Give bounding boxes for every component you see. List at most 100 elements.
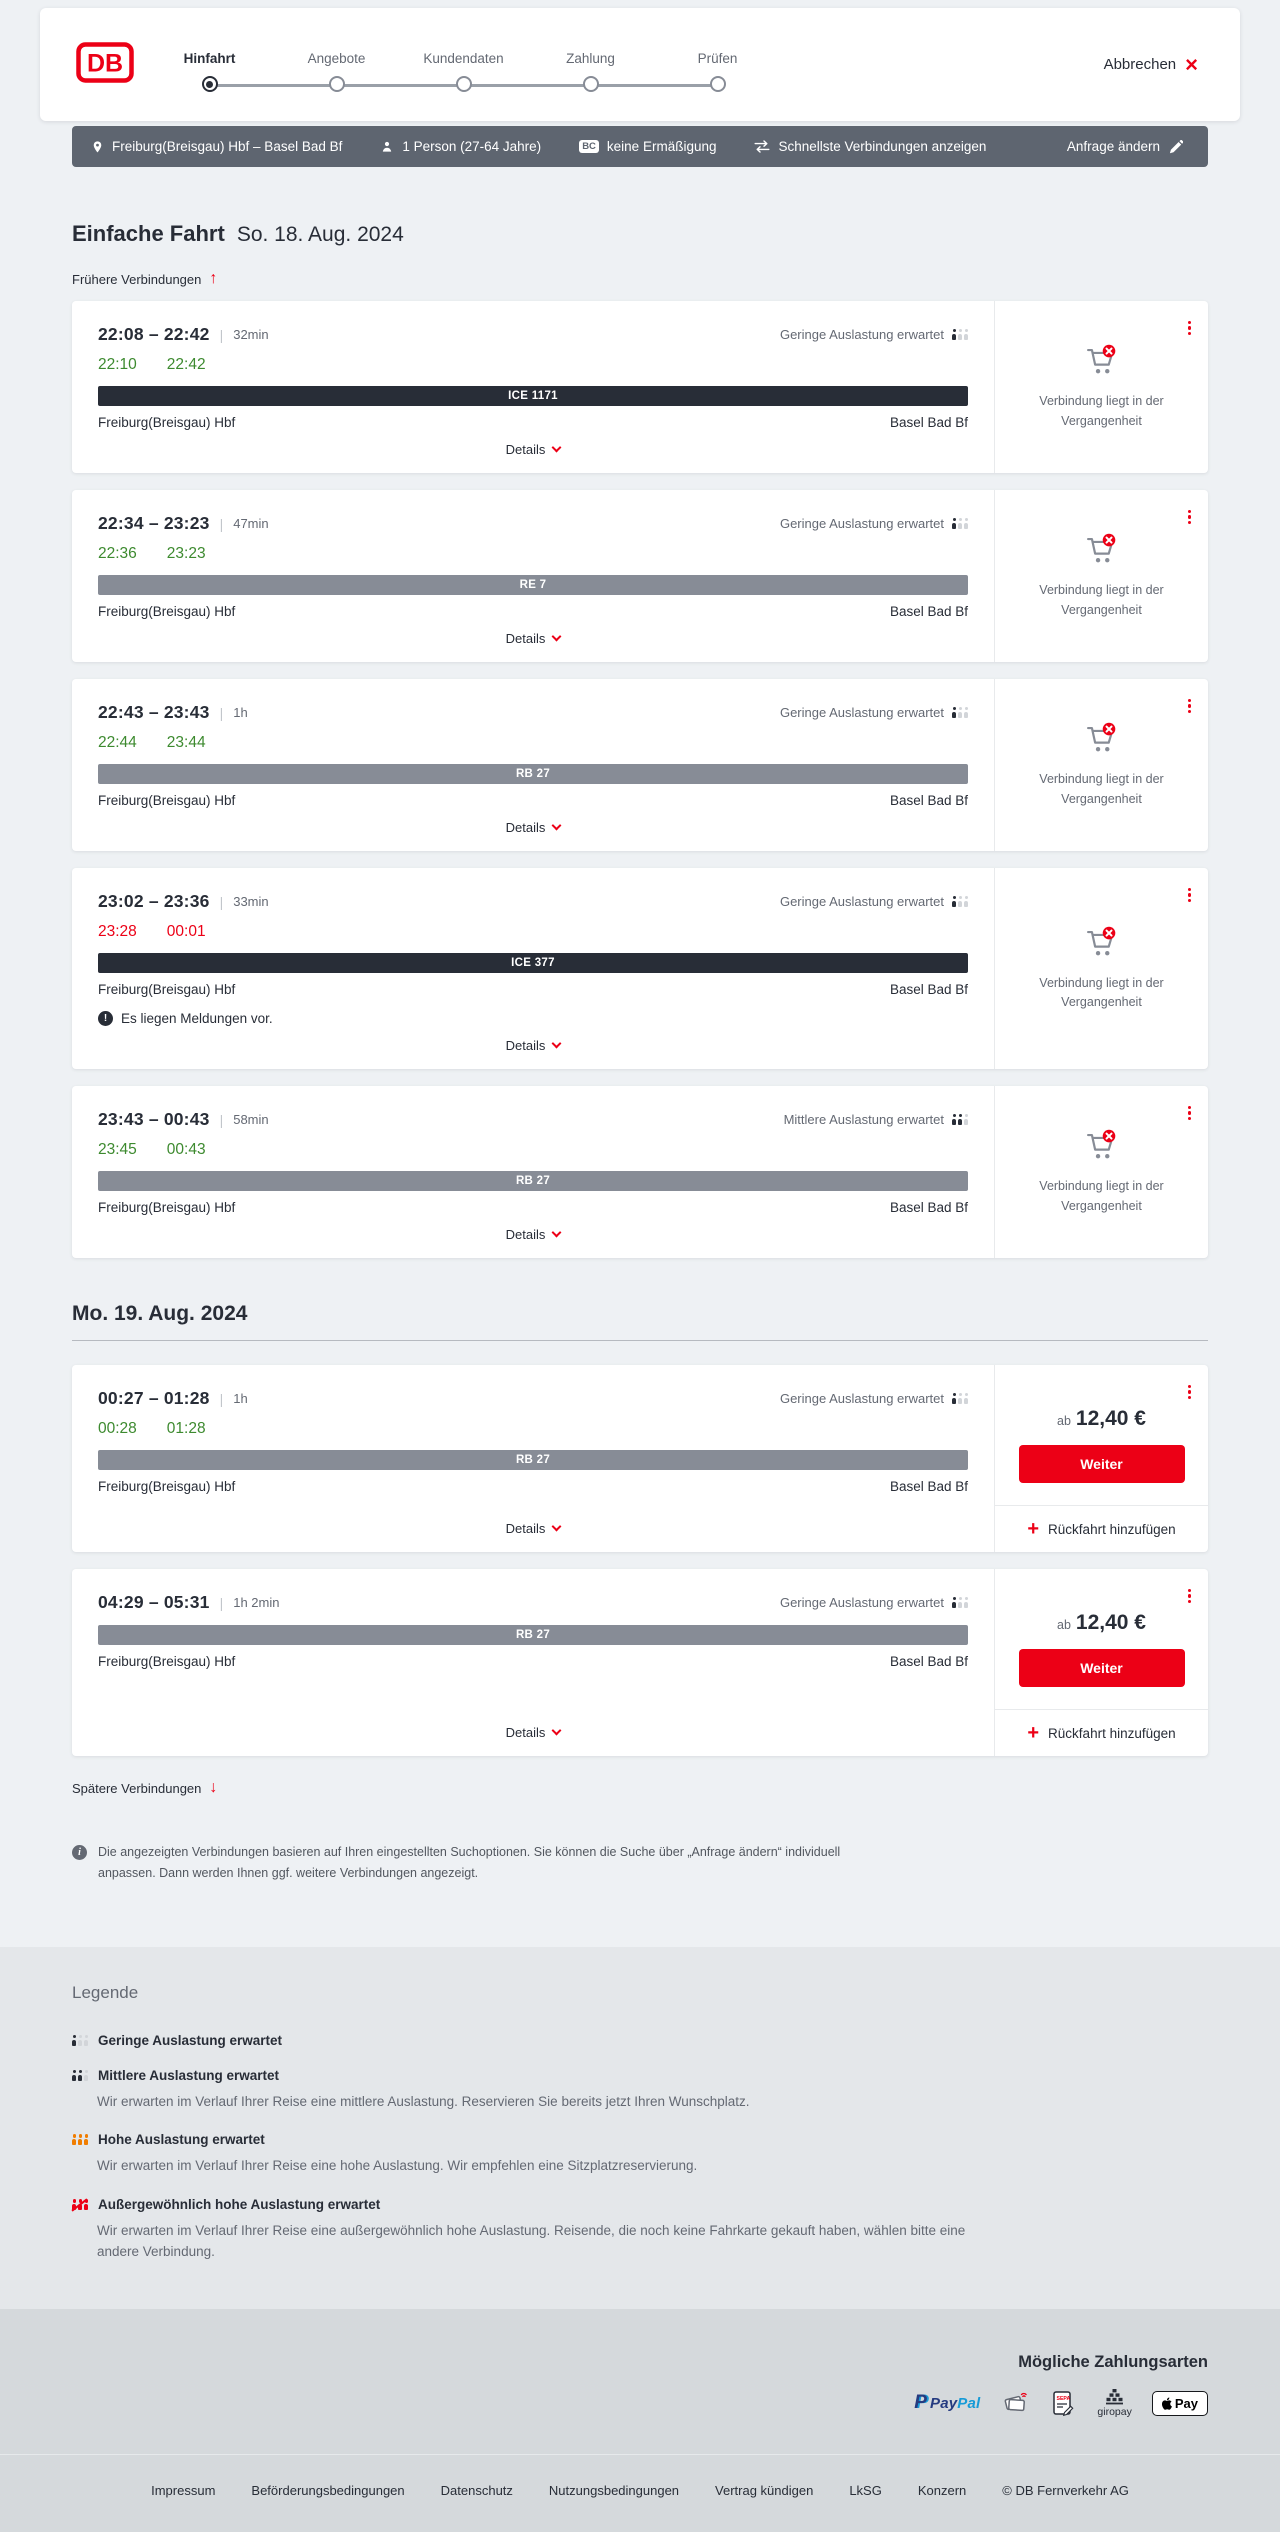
- connection-main: 22:08 – 22:42 | 32min Geringe Auslastung…: [72, 301, 994, 473]
- train-segment-bar: RB 27: [98, 1625, 968, 1645]
- options-menu-button[interactable]: [1184, 1378, 1195, 1406]
- details-toggle[interactable]: Details: [502, 1026, 565, 1059]
- step-dot: [709, 76, 726, 92]
- footer-link[interactable]: Beförderungsbedingungen: [251, 2483, 405, 2499]
- earlier-connections-link[interactable]: Frühere Verbindungen ↑: [72, 271, 217, 287]
- details-toggle[interactable]: Details: [502, 808, 565, 841]
- message-row: ! Es liegen Meldungen vor.: [98, 1011, 968, 1026]
- footer-link[interactable]: Konzern: [917, 2483, 967, 2499]
- chevron-down-icon: [551, 1227, 562, 1238]
- page-footer: Mögliche Zahlungsarten P PayPal SEPA: [0, 2309, 1280, 2532]
- train-label: RB 27: [515, 1454, 551, 1466]
- past-note: Verbindung liegt in der Vergangenheit: [1039, 1179, 1164, 1213]
- occupancy-indicator: Geringe Auslastung erwartet: [780, 1391, 968, 1406]
- arrow-up-icon: ↑: [209, 270, 218, 287]
- options-menu-button[interactable]: [1184, 314, 1195, 342]
- details-toggle[interactable]: Details: [502, 619, 565, 652]
- legend-title: Legende: [72, 1982, 139, 2002]
- options-menu-button[interactable]: [1184, 1099, 1195, 1127]
- footer-link[interactable]: Datenschutz: [440, 2483, 513, 2499]
- svg-text:DB: DB: [87, 49, 123, 77]
- connection-time-range: 22:43 – 23:43: [98, 702, 210, 722]
- train-label: RB 27: [515, 1629, 551, 1641]
- chevron-down-icon: [551, 1521, 562, 1532]
- payment-methods-title: Mögliche Zahlungsarten: [1018, 2353, 1208, 2372]
- footer-link[interactable]: LkSG: [849, 2483, 882, 2499]
- details-toggle[interactable]: Details: [502, 430, 565, 463]
- step-dot: [582, 76, 599, 92]
- details-label: Details: [505, 442, 546, 457]
- connection-time-range: 22:34 – 23:23: [98, 513, 210, 533]
- options-menu-button[interactable]: [1184, 503, 1195, 531]
- change-request-button[interactable]: Anfrage ändern: [1061, 138, 1189, 155]
- connection-card: 22:08 – 22:42 | 32min Geringe Auslastung…: [72, 301, 1208, 473]
- details-toggle[interactable]: Details: [502, 1713, 565, 1746]
- realtime-departure: 22:10: [98, 356, 137, 373]
- occupancy-icon: [952, 1114, 968, 1125]
- price-value: 12,40 €: [1075, 1407, 1146, 1430]
- stations-row: Freiburg(Breisgau) Hbf Basel Bad Bf: [98, 604, 968, 619]
- compare-arrows-icon: [754, 140, 770, 153]
- step-zahlung[interactable]: Zahlung: [527, 51, 654, 92]
- stations-row: Freiburg(Breisgau) Hbf Basel Bad Bf: [98, 793, 968, 808]
- person-icon: [383, 141, 392, 152]
- past-connection-info: Verbindung liegt in der Vergangenheit: [995, 1086, 1208, 1258]
- past-connection-info: Verbindung liegt in der Vergangenheit: [995, 679, 1208, 851]
- step-kundendaten[interactable]: Kundendaten: [400, 51, 527, 92]
- train-label: ICE 1171: [508, 390, 558, 402]
- stations-row: Freiburg(Breisgau) Hbf Basel Bad Bf: [98, 1200, 968, 1215]
- step-angebote[interactable]: Angebote: [273, 51, 400, 92]
- train-segment-bar: RB 27: [98, 1171, 968, 1191]
- connections-day1: 22:08 – 22:42 | 32min Geringe Auslastung…: [72, 301, 1208, 1258]
- later-connections-link[interactable]: Spätere Verbindungen ↓: [72, 1780, 217, 1796]
- past-connection-info: Verbindung liegt in der Vergangenheit: [995, 490, 1208, 662]
- details-toggle[interactable]: Details: [502, 1509, 565, 1542]
- price-prefix: ab: [1057, 1618, 1071, 1632]
- options-menu-button[interactable]: [1184, 692, 1195, 720]
- info-icon: i: [72, 1845, 87, 1860]
- footer-link[interactable]: Nutzungsbedingungen: [548, 2483, 680, 2499]
- connection-duration: 1h: [233, 1391, 248, 1406]
- connection-duration: 32min: [233, 327, 269, 342]
- continue-button[interactable]: Weiter: [1018, 1649, 1185, 1687]
- step-hinfahrt[interactable]: Hinfahrt: [146, 51, 273, 92]
- connection-duration: 47min: [233, 516, 269, 531]
- add-return-button[interactable]: + Rückfahrt hinzufügen: [1021, 1710, 1181, 1756]
- departure-station: Freiburg(Breisgau) Hbf: [98, 415, 236, 430]
- price-line: ab 12,40 €: [1057, 1611, 1146, 1635]
- footer-link[interactable]: Impressum: [151, 2483, 216, 2499]
- cancel-button[interactable]: Abbrechen ×: [1098, 53, 1204, 77]
- db-logo[interactable]: DB: [76, 41, 134, 88]
- step-dot: [455, 76, 472, 92]
- continue-button[interactable]: Weiter: [1018, 1445, 1185, 1483]
- train-segment-bar: ICE 1171: [98, 386, 968, 406]
- side-divider: [995, 1709, 1208, 1710]
- price-panel: ab 12,40 € Weiter + Rückfahrt hinzufügen: [995, 1365, 1208, 1552]
- passenger-summary: 1 Person (27-64 Jahre): [380, 139, 541, 154]
- occupancy-label: Geringe Auslastung erwartet: [779, 516, 944, 531]
- options-menu-button[interactable]: [1184, 881, 1195, 909]
- search-options-note: i Die angezeigten Verbindungen basieren …: [72, 1842, 872, 1947]
- legend-item-label: Hohe Auslastung erwartet: [98, 2132, 265, 2148]
- add-return-button[interactable]: + Rückfahrt hinzufügen: [1021, 1506, 1181, 1552]
- giropay-label: giropay: [1097, 2405, 1132, 2418]
- arrow-down-icon: ↓: [209, 1779, 218, 1796]
- options-menu-button[interactable]: [1184, 1582, 1195, 1610]
- details-toggle[interactable]: Details: [502, 1215, 565, 1248]
- step-pruefen[interactable]: Prüfen: [654, 51, 781, 92]
- arrival-station: Basel Bad Bf: [889, 982, 968, 997]
- applepay-icon: Pay: [1151, 2390, 1208, 2416]
- connection-time-range: 00:27 – 01:28: [98, 1388, 210, 1408]
- stations-row: Freiburg(Breisgau) Hbf Basel Bad Bf: [98, 415, 968, 430]
- alert-icon: !: [98, 1011, 113, 1026]
- realtime-arrival: 00:43: [166, 1141, 206, 1158]
- train-segment-bar: RB 27: [98, 764, 968, 784]
- legend-item: Außergewöhnlich hohe Auslastung erwartet…: [72, 2197, 1208, 2263]
- applepay-label: Pay: [1174, 2395, 1198, 2411]
- realtime-arrival: 23:44: [166, 734, 206, 751]
- occupancy-label: Geringe Auslastung erwartet: [779, 1595, 944, 1610]
- legend-item: Hohe Auslastung erwartet Wir erwarten im…: [72, 2132, 1208, 2177]
- past-connection-info: Verbindung liegt in der Vergangenheit: [995, 868, 1208, 1069]
- stations-row: Freiburg(Breisgau) Hbf Basel Bad Bf: [98, 1654, 968, 1669]
- footer-link[interactable]: Vertrag kündigen: [715, 2483, 814, 2499]
